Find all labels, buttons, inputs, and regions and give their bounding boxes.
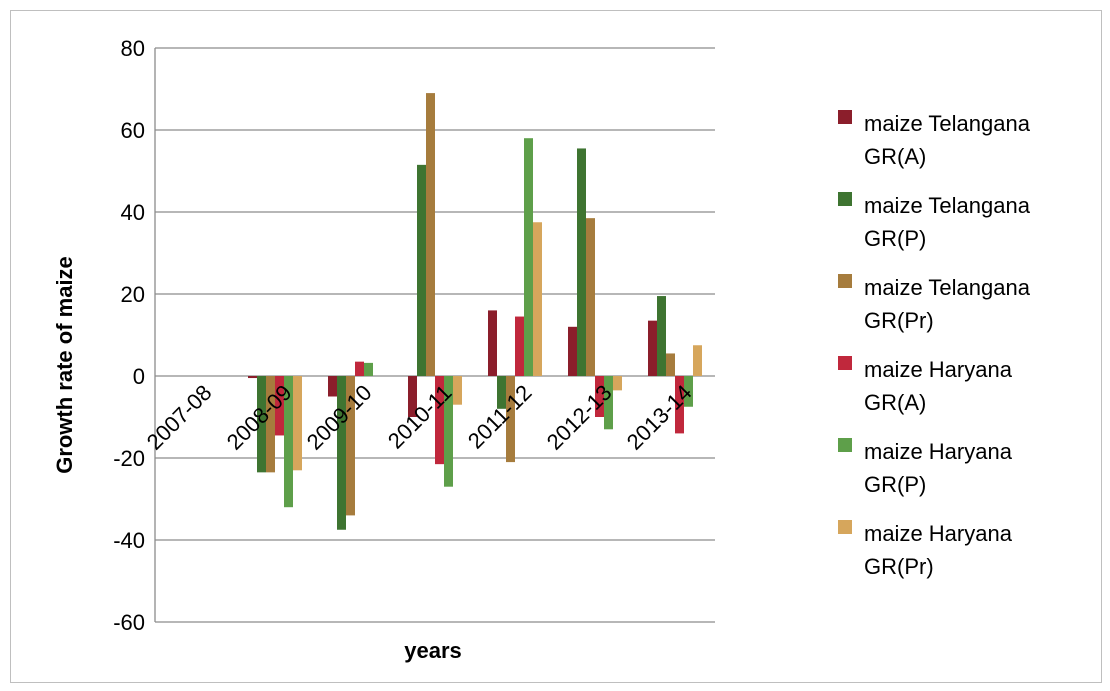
y-tick-label: 40 <box>121 200 145 225</box>
legend-label: maize Telangana GR(A) <box>864 111 1031 169</box>
chart-frame <box>10 10 1102 683</box>
y-tick-label: 0 <box>133 364 145 389</box>
bar <box>533 222 542 376</box>
bar <box>346 376 355 516</box>
bar <box>364 362 373 376</box>
legend-swatch <box>838 110 852 124</box>
y-tick-label: 80 <box>121 36 145 61</box>
bar <box>506 376 515 463</box>
y-tick-labels: 80 60 40 20 0 -20 -40 -60 <box>113 36 145 635</box>
bar <box>613 376 622 391</box>
y-tick-label: -60 <box>113 610 145 635</box>
bar <box>604 376 613 430</box>
bar <box>408 376 417 417</box>
bar <box>684 376 693 407</box>
legend-swatch <box>838 520 852 534</box>
bar <box>675 376 684 434</box>
legend-swatch <box>838 356 852 370</box>
bar <box>666 353 675 376</box>
x-axis-title: years <box>404 638 462 663</box>
bar <box>453 376 462 405</box>
x-tick-label: 2013-14 <box>622 380 697 455</box>
y-axis-title: Growth rate of maize <box>52 256 77 474</box>
bar <box>657 296 666 376</box>
legend-swatch <box>838 192 852 206</box>
legend-label: maize Telangana GR(P) <box>864 193 1031 251</box>
legend-label: maize Haryana GR(A) <box>864 357 1013 415</box>
bars <box>248 93 702 530</box>
bar <box>417 164 426 376</box>
bar <box>488 310 497 376</box>
legend-label: maize Haryana GR(Pr) <box>864 521 1013 579</box>
y-tick-label: 60 <box>121 118 145 143</box>
bar <box>497 376 506 409</box>
bar <box>693 345 702 376</box>
bar <box>355 361 364 376</box>
bar <box>515 316 524 376</box>
bar <box>568 326 577 376</box>
x-tick-label: 2007-08 <box>142 380 217 455</box>
legend-label: maize Telangana GR(Pr) <box>864 275 1031 333</box>
bar <box>586 218 595 376</box>
bar <box>248 376 257 379</box>
bar <box>337 376 346 530</box>
y-tick-label: -40 <box>113 528 145 553</box>
bar <box>435 376 444 465</box>
bar <box>293 376 302 471</box>
bar <box>266 376 275 473</box>
legend-swatch <box>838 438 852 452</box>
legend: maize Telangana GR(A) maize Telangana GR(P)… <box>838 110 1031 579</box>
bar <box>257 376 266 473</box>
bar <box>444 376 453 487</box>
legend-swatch <box>838 274 852 288</box>
bar <box>284 376 293 508</box>
bar <box>328 376 337 397</box>
x-tick-labels: 2007-08 2008-09 2009-10 2010-11 2011-12 2012-… <box>142 380 697 455</box>
legend-label: maize Haryana GR(P) <box>864 439 1013 497</box>
bar <box>595 376 604 417</box>
y-tick-label: 20 <box>121 282 145 307</box>
y-tick-label: -20 <box>113 446 145 471</box>
bar <box>648 320 657 376</box>
bar <box>275 376 284 436</box>
bar <box>524 138 533 376</box>
bar <box>577 148 586 376</box>
bar <box>426 93 435 376</box>
